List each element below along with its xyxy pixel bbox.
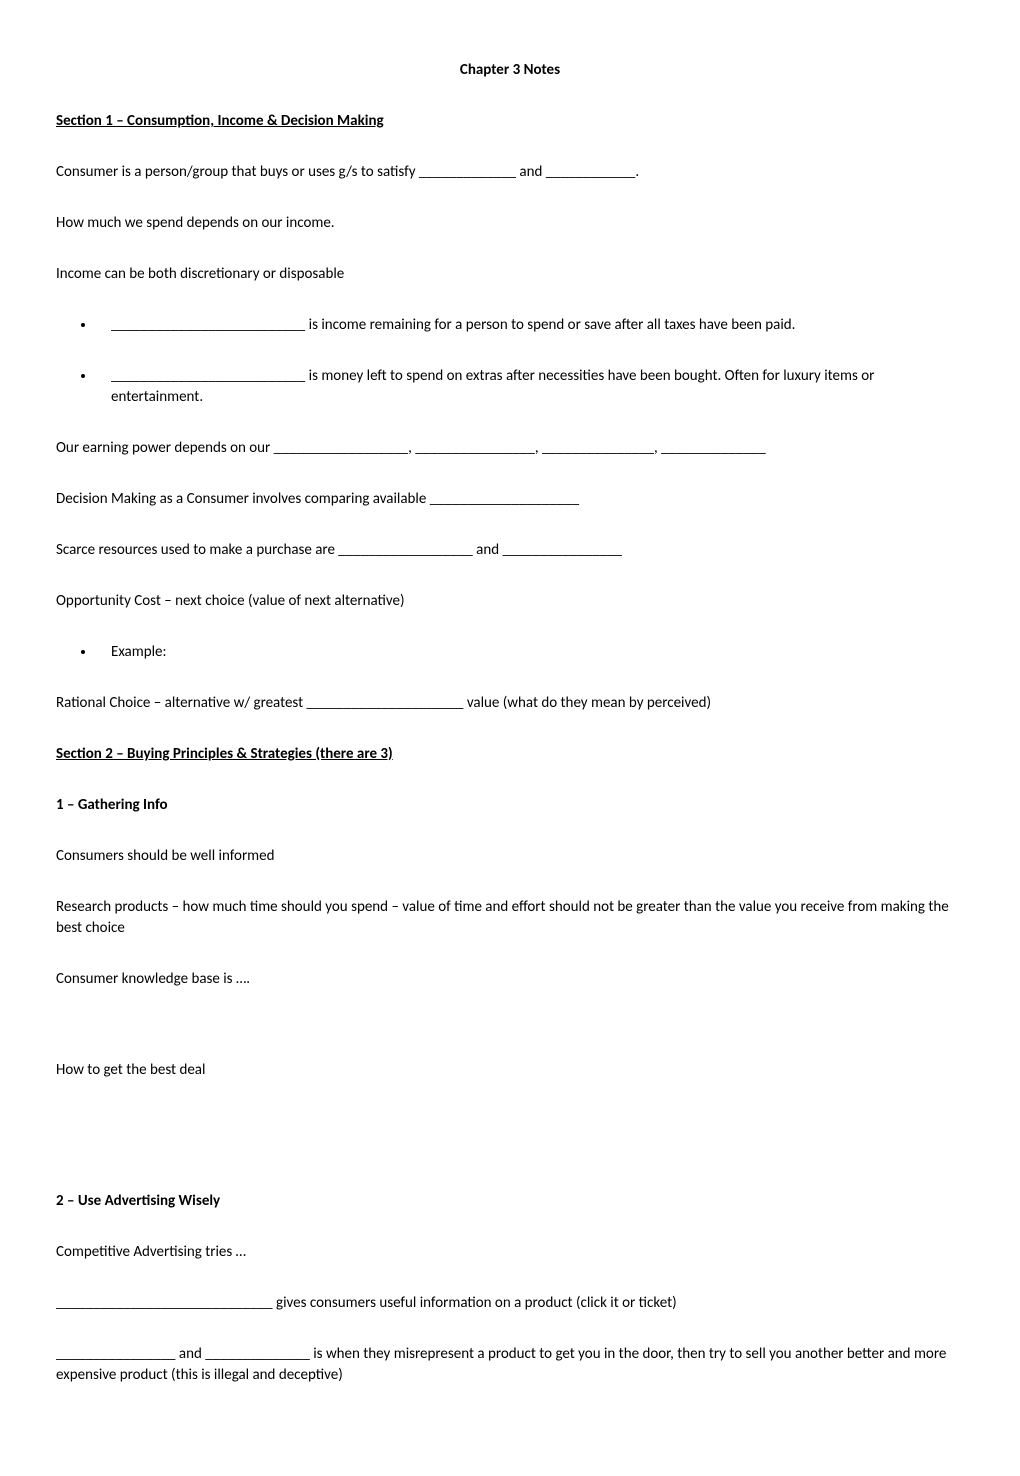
section2-sub2-p1: Competitive Advertising tries … [56,1242,964,1263]
section2-header: Section 2 – Buying Principles & Strategi… [56,744,964,765]
section1-p1: Consumer is a person/group that buys or … [56,162,964,183]
section2-sub2-p2: _____________________________ gives cons… [56,1293,964,1314]
section2-sub2-header: 2 – Use Advertising Wisely [56,1191,964,1212]
section1-p6: Scarce resources used to make a purchase… [56,540,964,561]
section2-sub1-p1: Consumers should be well informed [56,846,964,867]
section1-header: Section 1 – Consumption, Income & Decisi… [56,111,964,132]
bullet-item: __________________________ is income rem… [96,315,964,336]
section1-p2: How much we spend depends on our income. [56,213,964,234]
section2-sub1-header: 1 – Gathering Info [56,795,964,816]
section2-sub1-p2: Research products – how much time should… [56,897,964,939]
bullet-item: __________________________ is money left… [96,366,964,408]
section1-p3: Income can be both discretionary or disp… [56,264,964,285]
section1-p7: Opportunity Cost – next choice (value of… [56,591,964,612]
section2-sub1-p4: How to get the best deal [56,1060,964,1081]
section2-sub1-p3: Consumer knowledge base is …. [56,969,964,990]
section1-p5: Decision Making as a Consumer involves c… [56,489,964,510]
section1-p4: Our earning power depends on our _______… [56,438,964,459]
section1-p8: Rational Choice – alternative w/ greates… [56,693,964,714]
page-title: Chapter 3 Notes [56,60,964,81]
section1-bullets-income: __________________________ is income rem… [96,315,964,408]
bullet-item: Example: [96,642,964,663]
section1-bullets-example: Example: [96,642,964,663]
section2-sub2-p3: ________________ and ______________ is w… [56,1344,964,1386]
